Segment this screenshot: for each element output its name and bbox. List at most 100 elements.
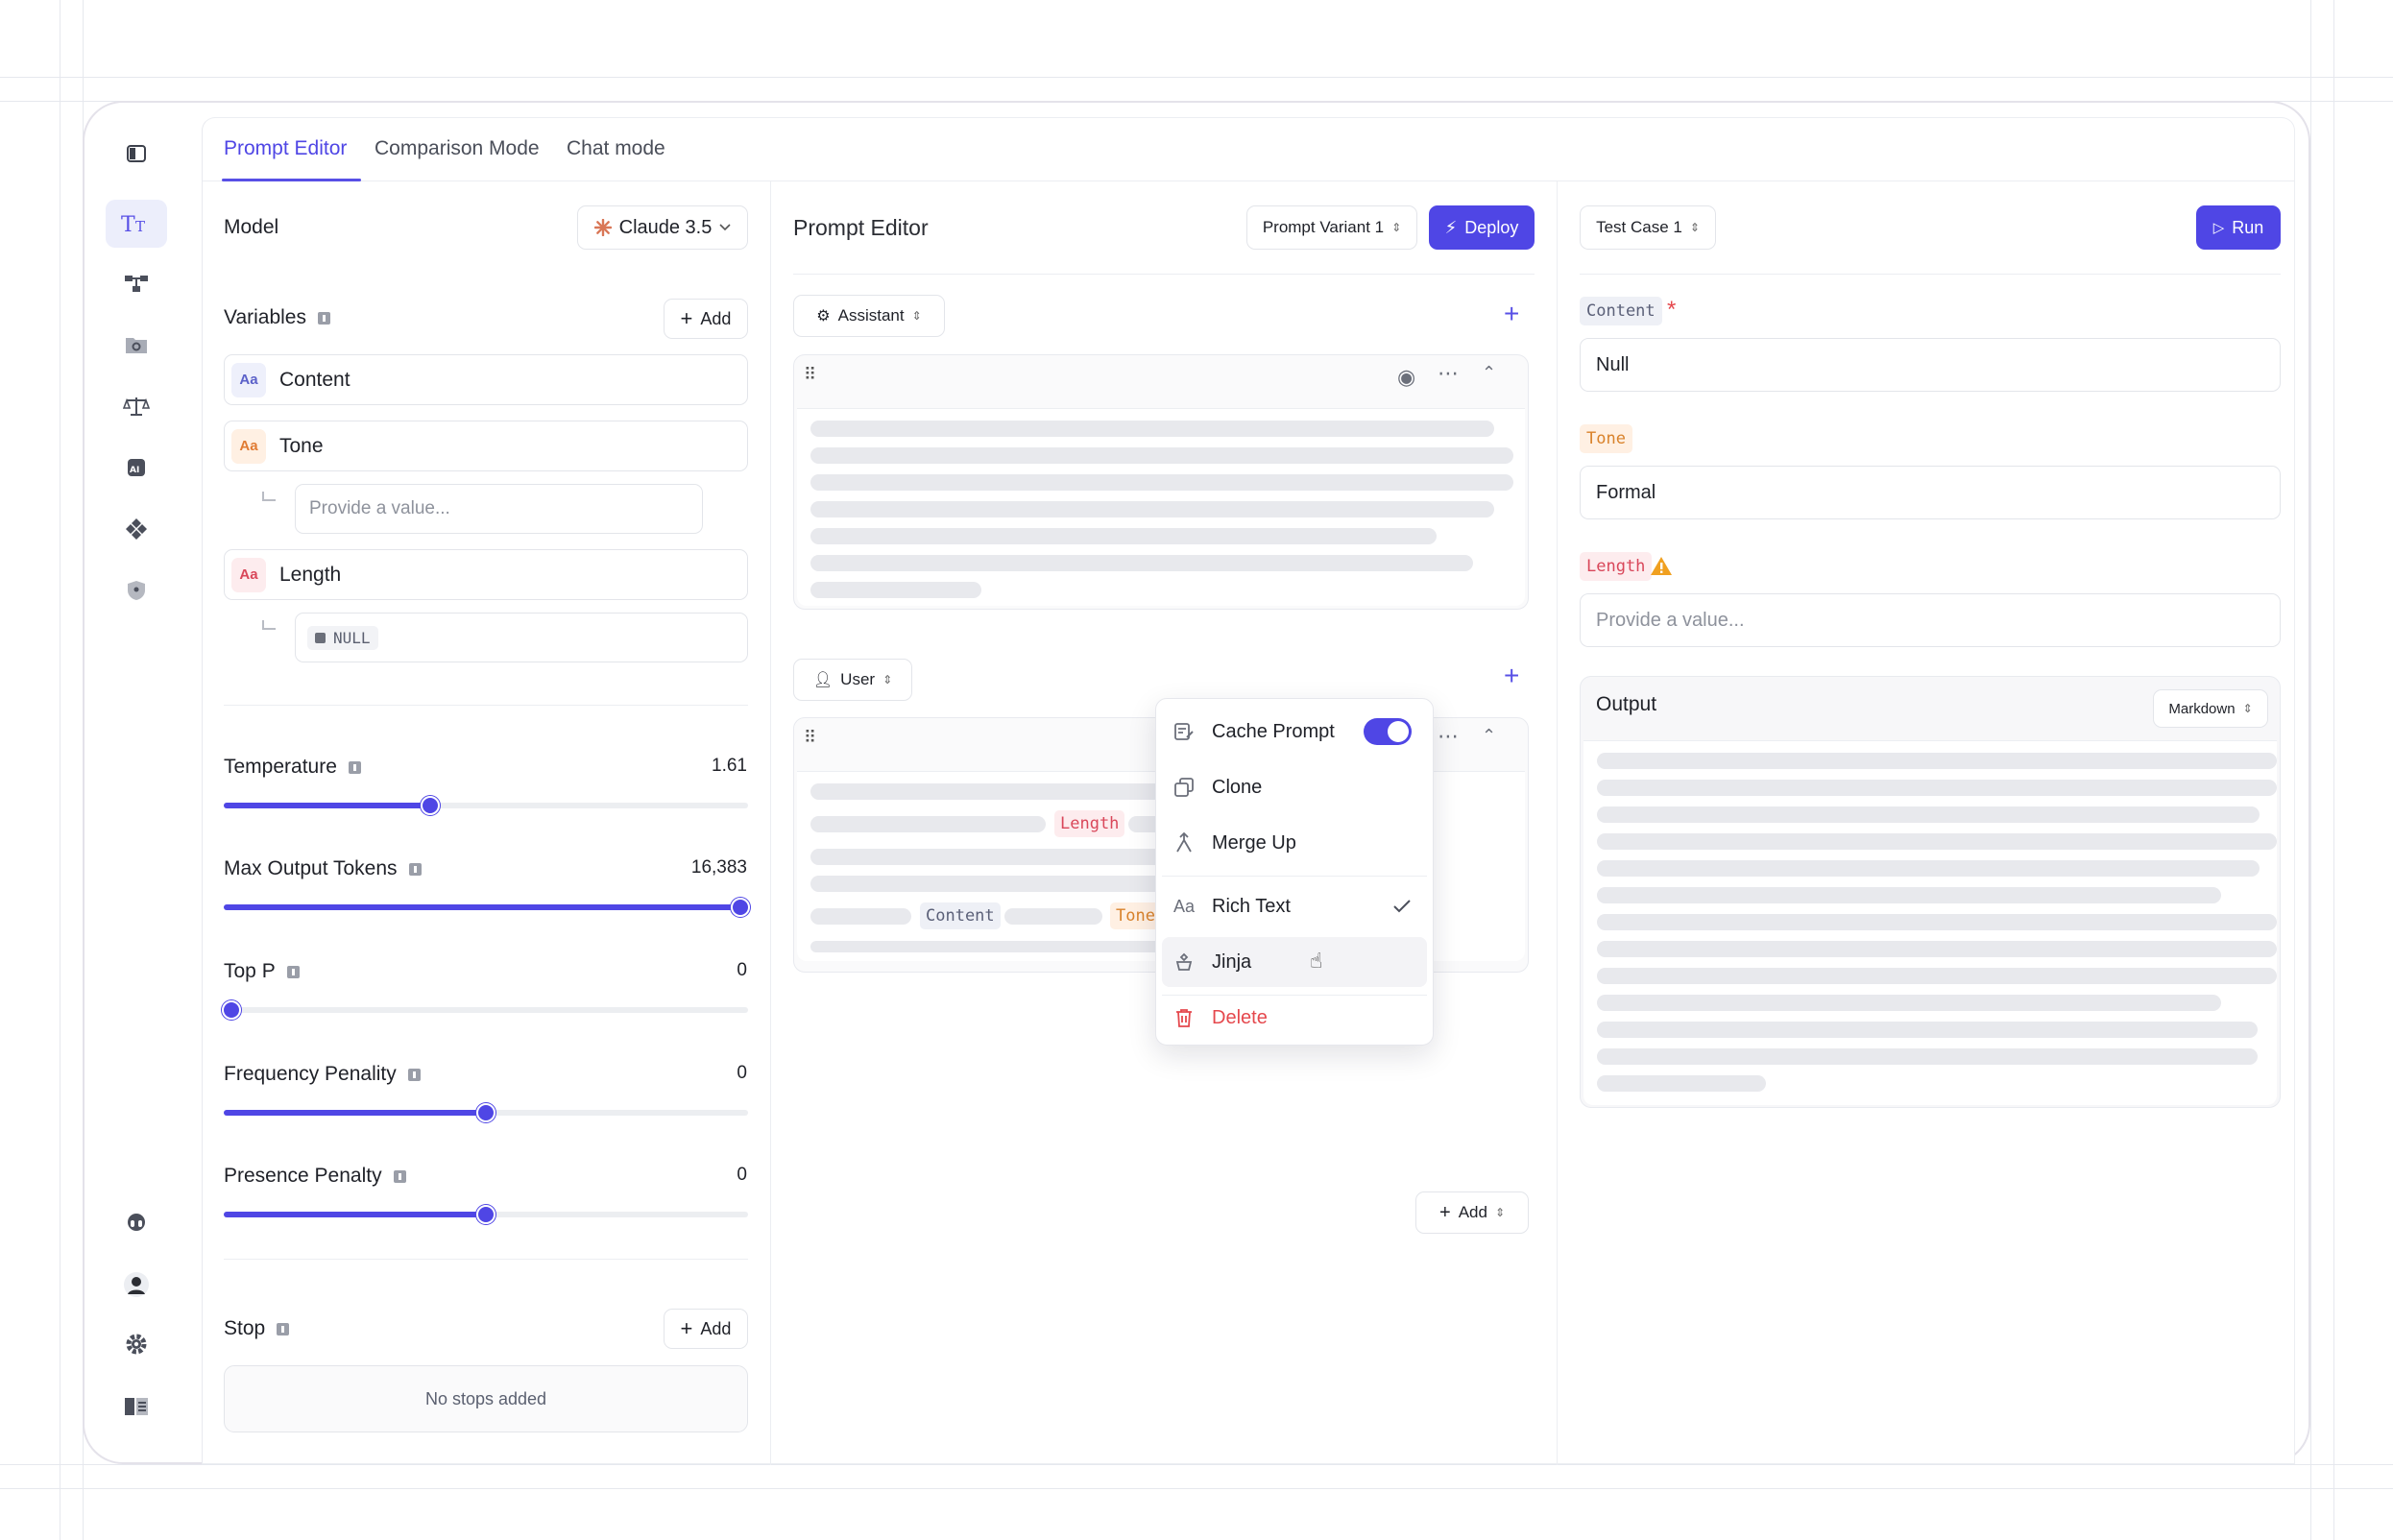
prompt-variant-select[interactable]: Prompt Variant 1 ⇕ <box>1246 205 1417 250</box>
updown-icon: ⇕ <box>1494 1206 1505 1219</box>
support-icon[interactable] <box>106 1198 167 1246</box>
add-stop-button[interactable]: + Add <box>664 1309 748 1349</box>
skeleton-line <box>810 528 1437 544</box>
sidebar-toggle-icon[interactable] <box>106 130 167 178</box>
slider-label-max-tokens: Max Output Tokens <box>224 857 422 880</box>
slider-value-max-tokens: 16,383 <box>690 857 747 878</box>
variable-chip-tone[interactable]: Tone <box>1110 902 1161 929</box>
guide-line <box>2333 0 2334 1540</box>
clone-icon <box>1173 778 1195 797</box>
folder-search-icon[interactable] <box>106 321 167 369</box>
menu-item-merge-up[interactable]: Merge Up <box>1162 818 1427 868</box>
slider-handle[interactable] <box>222 1000 241 1020</box>
test-panel: Test Case 1 ⇕ ▷ Run Content * Null Tone … <box>1559 181 2296 1465</box>
guide-line <box>2310 0 2311 1540</box>
required-asterisk: * <box>1667 297 1677 323</box>
presence-penalty-slider[interactable] <box>224 1205 748 1224</box>
frequency-penalty-slider[interactable] <box>224 1103 748 1122</box>
components-icon[interactable] <box>106 505 167 553</box>
skeleton-line <box>1597 995 2221 1011</box>
svg-text:T: T <box>121 213 135 234</box>
test-case-select[interactable]: Test Case 1 ⇕ <box>1580 205 1716 250</box>
length-value-input[interactable]: NULL <box>295 613 748 662</box>
menu-divider <box>1162 995 1427 996</box>
top-p-slider[interactable] <box>222 1000 748 1020</box>
skeleton-line <box>1597 780 2277 796</box>
content-value-field[interactable]: Null <box>1580 338 2281 392</box>
table-icon[interactable] <box>106 1383 167 1431</box>
deploy-button[interactable]: ⚡︎ Deploy <box>1429 205 1535 250</box>
workflow-icon[interactable] <box>106 259 167 307</box>
slider-handle[interactable] <box>476 1103 496 1122</box>
skeleton-line <box>810 501 1494 517</box>
max-tokens-slider[interactable] <box>224 898 750 917</box>
slider-label-presence-penalty: Presence Penalty <box>224 1165 406 1188</box>
more-icon[interactable]: ⋯ <box>1438 361 1459 385</box>
model-value: Claude 3.5 <box>618 216 713 238</box>
length-value-field[interactable]: Provide a value... <box>1580 593 2281 647</box>
chevron-up-icon[interactable]: ⌃ <box>1482 726 1497 745</box>
add-variable-button[interactable]: + Add <box>664 299 748 339</box>
menu-item-rich-text[interactable]: Aa Rich Text <box>1162 881 1427 931</box>
add-message-plus-icon[interactable]: + <box>1504 661 1520 690</box>
tone-value-field[interactable]: Formal <box>1580 466 2281 519</box>
text-type-icon: Aa <box>231 428 266 464</box>
add-message-button[interactable]: + Add ⇕ <box>1415 1191 1529 1234</box>
run-button[interactable]: ▷ Run <box>2196 205 2281 250</box>
eye-icon[interactable]: ◉ <box>1397 365 1416 389</box>
assistant-message-body[interactable] <box>797 408 1525 606</box>
menu-item-delete[interactable]: Delete <box>1162 993 1427 1043</box>
variables-label: Variables <box>224 306 330 329</box>
slider-handle[interactable] <box>420 796 440 815</box>
more-icon[interactable]: ⋯ <box>1438 724 1459 748</box>
temperature-slider[interactable] <box>224 796 748 815</box>
claude-logo-icon <box>593 219 612 236</box>
cache-prompt-toggle[interactable] <box>1364 718 1412 745</box>
drag-handle-icon[interactable]: ⠿ <box>804 365 816 384</box>
tab-prompt-editor[interactable]: Prompt Editor <box>224 137 348 159</box>
role-select-user[interactable]: 👤︎ User ⇕ <box>793 659 912 701</box>
slider-handle[interactable] <box>731 898 750 917</box>
tone-value-input[interactable]: Provide a value... <box>295 484 703 534</box>
slider-handle[interactable] <box>476 1205 496 1224</box>
variable-name: Tone <box>279 434 324 457</box>
variable-name: Content <box>279 368 350 391</box>
updown-icon: ⇕ <box>1689 221 1700 234</box>
gear-icon[interactable] <box>106 1320 167 1368</box>
menu-item-cache-prompt[interactable]: Cache Prompt <box>1162 707 1427 757</box>
chevron-up-icon[interactable]: ⌃ <box>1482 363 1497 382</box>
skeleton-line <box>1597 1022 2258 1038</box>
variable-length[interactable]: Aa Length <box>224 549 748 600</box>
shield-icon[interactable] <box>106 566 167 614</box>
slider-label-top-p: Top P <box>224 960 300 983</box>
ai-chip-icon[interactable]: AI <box>106 444 167 492</box>
add-message-plus-icon[interactable]: + <box>1504 299 1520 328</box>
tab-comparison-mode[interactable]: Comparison Mode <box>375 137 540 159</box>
menu-item-jinja[interactable]: Jinja ☝︎ <box>1162 937 1427 987</box>
variable-chip-content[interactable]: Content <box>920 902 1001 929</box>
info-icon <box>348 760 361 774</box>
role-select-assistant[interactable]: ⚙︎ Assistant ⇕ <box>793 295 945 337</box>
avatar[interactable] <box>106 1261 167 1309</box>
field-tag-tone: Tone <box>1580 424 1632 453</box>
model-select[interactable]: Claude 3.5 <box>577 205 748 250</box>
tab-chat-mode[interactable]: Chat mode <box>567 137 665 159</box>
null-icon <box>315 632 326 643</box>
scale-icon[interactable] <box>106 382 167 430</box>
info-icon <box>393 1169 406 1183</box>
plus-icon: + <box>680 306 693 330</box>
info-icon <box>408 862 422 876</box>
variable-content[interactable]: Aa Content <box>224 354 748 405</box>
divider <box>224 705 748 706</box>
menu-item-clone[interactable]: Clone <box>1162 762 1427 812</box>
slider-value-frequency-penalty: 0 <box>737 1063 747 1083</box>
output-label: Output <box>1596 693 1657 715</box>
tree-connector <box>262 620 276 630</box>
output-format-select[interactable]: Markdown ⇕ <box>2153 689 2268 728</box>
skeleton-line <box>1597 1048 2258 1065</box>
drag-handle-icon[interactable]: ⠿ <box>804 728 816 747</box>
variable-tone[interactable]: Aa Tone <box>224 421 748 471</box>
variable-chip-length[interactable]: Length <box>1054 810 1125 837</box>
model-label: Model <box>224 216 279 238</box>
